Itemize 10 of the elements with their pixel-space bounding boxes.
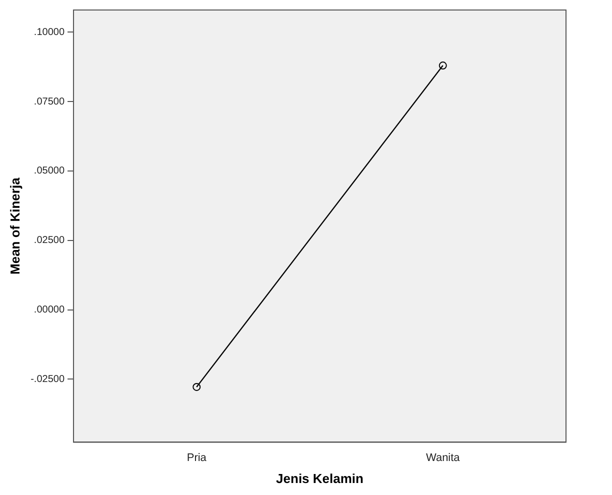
y-tick-label: .05000 bbox=[34, 166, 65, 177]
y-tick-label: .10000 bbox=[34, 26, 65, 38]
x-tick-label: Pria bbox=[186, 452, 208, 464]
y-tick-label: -.02500 bbox=[30, 374, 65, 385]
x-axis-title: Jenis Kelamin bbox=[276, 470, 364, 486]
x-tick-label: Wanita bbox=[426, 452, 461, 464]
y-tick-label: .02500 bbox=[34, 235, 65, 246]
y-tick-label: .00000 bbox=[34, 304, 65, 316]
y-axis-title: Mean of Kinerja bbox=[7, 176, 22, 274]
y-tick-label: .07500 bbox=[34, 96, 65, 108]
